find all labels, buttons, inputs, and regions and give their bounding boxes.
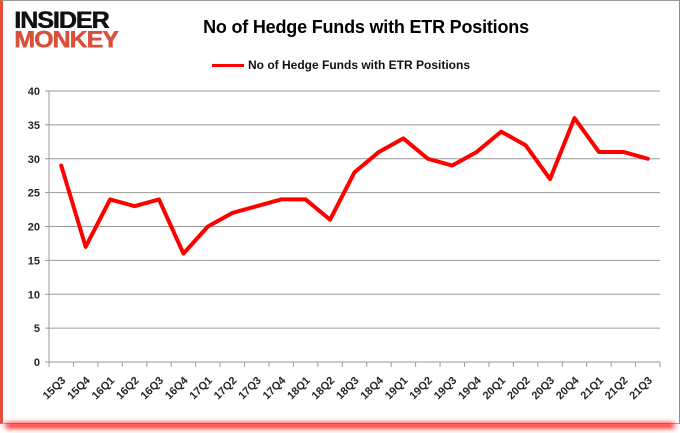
x-axis-label: 21Q3 [627, 375, 655, 403]
insider-monkey-logo: INSIDER MONKEY [14, 6, 119, 54]
x-axis-label: 16Q1 [90, 375, 118, 403]
y-axis-label: 25 [28, 188, 40, 200]
x-axis-label: 20Q1 [481, 375, 509, 403]
data-series-line [59, 116, 650, 256]
x-axis-label: 15Q4 [65, 374, 93, 402]
x-axis-label: 19Q2 [407, 375, 435, 403]
x-axis-label: 19Q1 [383, 375, 411, 403]
logo-line-insider: INSIDER [14, 6, 109, 34]
chart-legend: No of Hedge Funds with ETR Positions [3, 58, 679, 72]
x-axis-label: 15Q3 [41, 375, 69, 403]
x-axis-label: 19Q4 [456, 374, 484, 402]
x-axis-label: 16Q3 [139, 375, 167, 403]
x-axis-label: 17Q4 [261, 374, 289, 402]
x-axis-label: 21Q2 [603, 375, 631, 403]
y-axis-label: 30 [28, 154, 40, 166]
legend-series-label: No of Hedge Funds with ETR Positions [248, 58, 470, 72]
y-axis-label: 10 [28, 289, 40, 301]
x-axis-label: 18Q1 [285, 375, 313, 403]
x-axis-label: 17Q1 [187, 375, 215, 403]
x-axis-label: 16Q4 [163, 374, 191, 402]
x-axis-label: 19Q3 [432, 375, 460, 403]
x-axis-label: 20Q4 [554, 374, 582, 402]
x-axis-label: 20Q2 [505, 375, 533, 403]
line-chart: 0 5 10 15 20 25 30 35 40 15Q315Q416Q116Q216Q316Q4… [28, 86, 661, 403]
y-axis-label: 20 [28, 222, 40, 234]
bottom-red-glow-decoration [5, 423, 675, 428]
y-axis-label: 0 [34, 357, 40, 369]
x-axis-label: 17Q2 [212, 375, 240, 403]
y-axis-label: 35 [28, 120, 40, 132]
x-axis-label: 16Q2 [114, 375, 142, 403]
y-axis-label: 5 [34, 323, 40, 335]
x-axis-label: 20Q3 [530, 375, 558, 403]
logo-line-monkey: MONKEY [14, 26, 119, 54]
y-axis-label: 40 [28, 86, 40, 98]
legend-line-marker-icon [212, 63, 244, 67]
chart-card: INSIDER MONKEY No of Hedge Funds with ET… [0, 0, 680, 424]
y-axis-label: 15 [28, 255, 40, 267]
x-axis-label: 17Q3 [236, 375, 264, 403]
x-axis-label: 18Q2 [310, 375, 338, 403]
page-title: No of Hedge Funds with ETR Positions [203, 17, 529, 37]
x-axis-label: 18Q4 [359, 374, 387, 402]
x-axis-label: 18Q3 [334, 375, 362, 403]
x-axis-label: 21Q1 [578, 375, 606, 403]
